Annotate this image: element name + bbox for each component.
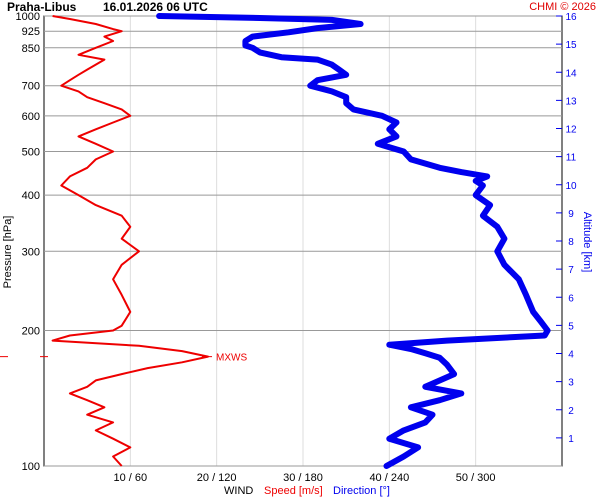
altitude-tick-label: 8 xyxy=(568,237,574,248)
altitude-tick-label: 10 xyxy=(565,181,577,192)
sounding-datetime: 16.01.2026 06 UTC xyxy=(103,0,208,14)
altitude-tick-label: 12 xyxy=(565,125,577,136)
wind-speed-line xyxy=(51,15,209,467)
altitude-tick-label: 9 xyxy=(568,209,574,220)
altitude-tick-label: 7 xyxy=(568,265,574,276)
x-tick-label: 30 / 180 xyxy=(283,472,323,484)
pressure-axis-label: Pressure [hPa] xyxy=(2,215,14,289)
pressure-tick-label: 100 xyxy=(22,461,40,473)
pressure-tick-label: 200 xyxy=(22,326,40,338)
copyright-credit: CHMI © 2026 xyxy=(529,1,596,13)
altitude-tick-label: 14 xyxy=(565,68,577,79)
altitude-tick-label: 6 xyxy=(568,293,574,304)
pressure-tick-label: 400 xyxy=(22,190,40,202)
altitude-axis-label: Altitude [km] xyxy=(581,211,593,273)
altitude-tick-label: 11 xyxy=(566,153,577,164)
pressure-tick-label: 1000 xyxy=(16,11,40,23)
altitude-tick-label: 15 xyxy=(565,40,577,51)
pressure-tick-label: 925 xyxy=(22,26,40,38)
pressure-tick-label: 700 xyxy=(22,81,40,93)
altitude-tick-label: 4 xyxy=(568,350,574,361)
mxws-label: MXWS xyxy=(216,353,247,364)
pressure-tick-label: 500 xyxy=(22,146,40,158)
pressure-tick-label: 300 xyxy=(22,246,40,258)
station-name: Praha-Libus xyxy=(7,0,77,14)
altitude-tick-label: 1 xyxy=(568,434,574,445)
wind-direction-line xyxy=(156,13,551,469)
pressure-tick-label: 600 xyxy=(22,111,40,123)
x-tick-label: 20 / 120 xyxy=(197,472,237,484)
altitude-tick-label: 3 xyxy=(568,378,574,389)
x-tick-label: 40 / 240 xyxy=(369,472,409,484)
x-tick-label: 50 / 300 xyxy=(456,472,496,484)
pressure-tick-label: 850 xyxy=(22,43,40,55)
altitude-tick-label: 13 xyxy=(565,96,577,107)
altitude-tick-label: 16 xyxy=(565,12,577,23)
footer-speed-label: Speed [m/s] xyxy=(264,485,323,497)
altitude-tick-label: 5 xyxy=(568,321,574,332)
x-tick-label: 10 / 60 xyxy=(114,472,148,484)
altitude-tick-label: 2 xyxy=(568,406,574,417)
footer-direction-label: Direction [°] xyxy=(333,485,390,497)
footer-wind-label: WIND xyxy=(224,485,254,497)
